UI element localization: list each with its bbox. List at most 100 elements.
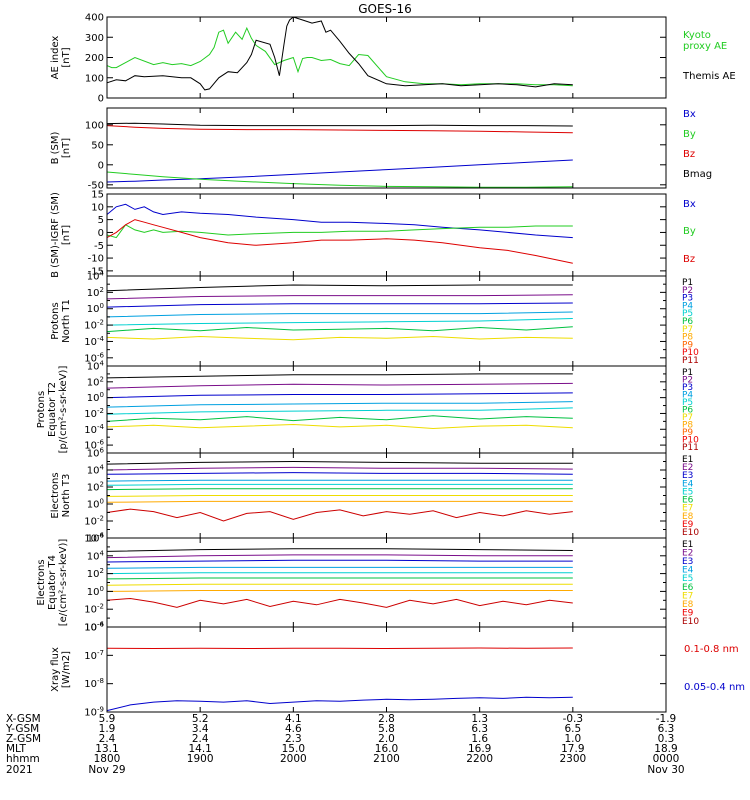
footer-value: Nov 30 (647, 764, 684, 776)
footer-value: 2.8 (378, 713, 395, 725)
y-tick-label: 102 (87, 286, 104, 299)
y-tick-label: 100 (87, 302, 104, 315)
legend-entry: By (683, 129, 696, 140)
legend-entry: Kyoto (683, 30, 711, 41)
series-e_t3-e3 (106, 472, 573, 475)
y-tick-label: 10-4 (84, 621, 104, 634)
series-e_t3-e1 (106, 460, 573, 465)
y-tick-label: 102 (87, 481, 104, 494)
y-tick-label: 15 (91, 190, 104, 201)
series-e_t3-e7 (106, 495, 573, 497)
footer-value: 1800 (94, 753, 121, 765)
legend-entry: P3 (682, 383, 693, 393)
footer-value: 5.2 (192, 713, 209, 725)
legend-entry: Bz (683, 149, 695, 160)
legend-entry: E4 (682, 479, 694, 489)
legend-entry: P6 (682, 317, 693, 327)
footer-value: 2100 (373, 753, 400, 765)
legend-entry: E2 (682, 549, 693, 559)
legend-entry: P10 (682, 436, 699, 446)
legend-entry: P3 (682, 294, 693, 304)
y-tick-label: 10-9 (84, 706, 104, 719)
y-axis-label: B (SM) (50, 131, 61, 164)
legend-entry: E6 (682, 496, 694, 506)
series-e_t3-e9 (106, 508, 573, 522)
footer-value: 2.4 (192, 733, 209, 745)
y-axis-label: [nT] (61, 138, 72, 158)
series-e_t4-e5 (106, 572, 573, 575)
footer-value: 2.0 (378, 733, 395, 745)
y-tick-label: 400 (85, 13, 104, 24)
y-tick-label: 10-4 (84, 335, 104, 348)
series-bres-bz (106, 219, 573, 264)
series-e_t4-e4 (106, 566, 573, 569)
footer-value: 5.8 (378, 723, 395, 735)
series-e_t4-e3 (106, 559, 573, 563)
legend-entry: E5 (682, 487, 693, 497)
legend-entry: P8 (682, 333, 693, 343)
footer-value: 6.3 (471, 723, 488, 735)
footer-value: 0000 (653, 753, 680, 765)
legend-entry: E5 (682, 574, 693, 584)
y-tick-label: -15 (88, 266, 104, 277)
legend-entry: P1 (682, 368, 693, 378)
y-tick-label: 10-2 (84, 407, 104, 420)
legend-entry: P2 (682, 376, 693, 386)
footer-value: 2000 (280, 753, 307, 765)
footer-value: 0.3 (658, 733, 675, 745)
footer-value: 6.3 (658, 723, 675, 735)
y-tick-label: -5 (94, 241, 104, 252)
y-axis-label: Xray flux (50, 647, 61, 692)
legend-entry: P4 (682, 391, 693, 401)
y-tick-label: 106 (87, 532, 105, 545)
legend-entry: P9 (682, 428, 693, 438)
series-e_t3-e4 (106, 479, 573, 482)
y-tick-label: 102 (87, 567, 104, 580)
y-tick-label: 104 (87, 360, 105, 373)
footer-value: -1.9 (656, 713, 677, 725)
legend-entry: E8 (682, 512, 694, 522)
y-tick-label: 10-2 (84, 515, 104, 528)
y-tick-label: 102 (87, 375, 104, 388)
legend-entry: 0.1-0.8 nm (684, 644, 739, 655)
legend-entry: P11 (682, 356, 699, 366)
footer-row-label: X-GSM (6, 713, 41, 725)
legend-entry: E3 (682, 471, 693, 481)
y-tick-label: 100 (87, 585, 104, 598)
legend-entry: E1 (682, 540, 693, 550)
series-p_t1-p4 (106, 311, 573, 318)
series-p_t2-p1 (106, 373, 573, 379)
legend-entry: E6 (682, 583, 694, 593)
legend-entry: P5 (682, 309, 693, 319)
series-e_t4-e1 (106, 548, 573, 552)
legend-entry: P1 (682, 278, 693, 288)
y-tick-label: 104 (87, 549, 105, 562)
series-p_t1-p1 (106, 284, 573, 292)
series-bsm-by (106, 171, 573, 188)
footer-row-label: Y-GSM (5, 723, 39, 735)
y-axis-label: [p/(cm²-s-sr-keV)] (58, 366, 69, 454)
y-tick-label: 10-4 (84, 532, 104, 545)
legend-entry: E4 (682, 566, 694, 576)
y-tick-label: 10-8 (84, 677, 104, 690)
footer-value: 1.6 (471, 733, 488, 745)
footer-value: 13.1 (95, 743, 118, 755)
series-e_t4-e8 (106, 590, 573, 592)
legend-entry: P6 (682, 406, 693, 416)
y-tick-label: 104 (87, 464, 105, 477)
legend-entry: E9 (682, 608, 694, 618)
series-ae-themis (106, 16, 573, 91)
y-tick-label: 10-4 (84, 423, 104, 436)
series-e_t3-e8 (106, 500, 573, 503)
y-tick-label: 50 (91, 140, 104, 151)
legend-entry: P7 (682, 413, 693, 423)
series-p_t2-p5 (106, 407, 573, 415)
footer-row-label: hhmm (6, 753, 40, 765)
footer-value: 2.3 (285, 733, 302, 745)
footer-value: 4.6 (285, 723, 302, 735)
legend-entry: P8 (682, 421, 693, 431)
series-e_t3-e6 (106, 488, 573, 491)
series-bsm-bz (106, 125, 573, 134)
